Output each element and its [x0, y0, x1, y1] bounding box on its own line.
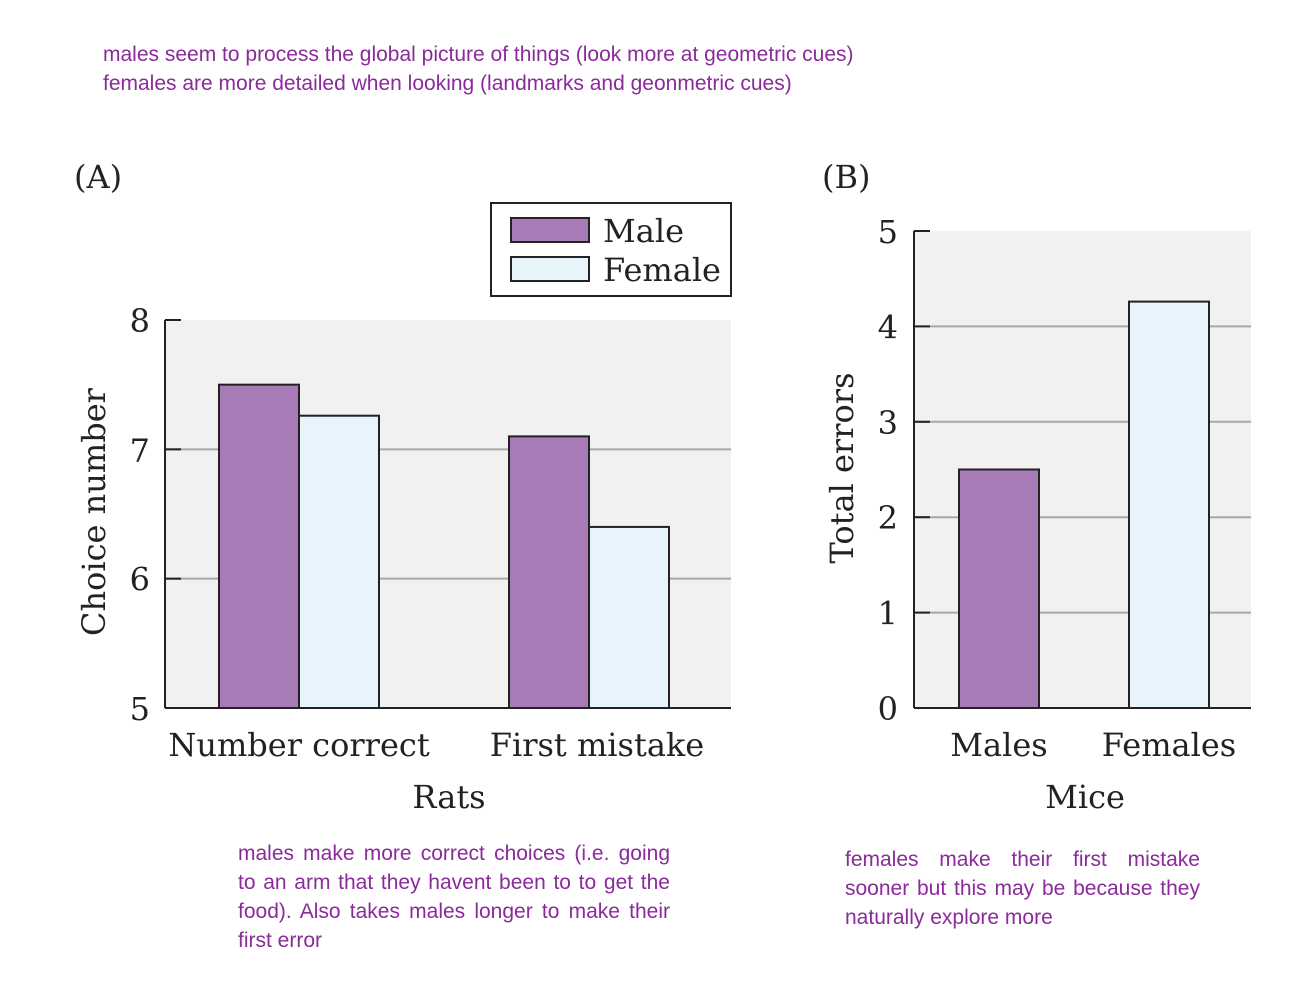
panel-b-x-ticks: Males Females [950, 726, 1236, 764]
bar-male [218, 383, 300, 709]
y-tick-label: 5 [878, 213, 898, 251]
panel-a-label: (A) [74, 158, 122, 196]
x-tick-label: Males [950, 726, 1047, 764]
y-tick-label: 2 [878, 499, 898, 537]
panel-b-label: (B) [822, 158, 870, 196]
legend: Male Female [490, 202, 732, 297]
x-tick-label: Females [1102, 726, 1236, 764]
y-tick-label: 1 [878, 595, 898, 633]
panel-a-axes [164, 320, 731, 709]
panel-a-y-ticks: 5 6 7 8 [130, 302, 181, 728]
panel-a-x-ticks: Number correct First mistake [168, 726, 704, 764]
y-tick-label: 0 [878, 690, 898, 728]
y-tick-label: 4 [878, 308, 898, 346]
legend-female-label: Female [603, 251, 721, 289]
panel-b-bars [958, 300, 1210, 709]
y-tick-label: 7 [130, 431, 150, 469]
y-tick-label: 3 [878, 404, 898, 442]
bar-female [298, 414, 380, 709]
y-tick-label: 6 [130, 561, 150, 599]
x-tick-label: Number correct [168, 726, 429, 764]
panel-a-annotation: males make more correct choices (i.e. go… [238, 842, 670, 952]
bar-female [588, 525, 670, 710]
panel-b-x-axis-label: Mice [1045, 778, 1125, 816]
panel-a-x-axis-label: Rats [412, 778, 485, 816]
panel-a-y-axis-label: Choice number [75, 387, 113, 636]
panel-b-axes [913, 231, 1251, 709]
bar-males [958, 468, 1040, 709]
legend-male-swatch [510, 217, 590, 243]
legend-male-label: Male [603, 212, 684, 250]
legend-female-swatch [510, 256, 590, 282]
x-tick-label: First mistake [490, 726, 704, 764]
y-tick-label: 5 [130, 690, 150, 728]
top-annotation-line: males seem to process the global picture… [103, 43, 854, 66]
panel-b: (B) 0 1 2 3 4 5 Males Females Mice Total error… [822, 158, 1251, 816]
bar-male [508, 435, 590, 709]
panel-b-annotation: females make their first mistake sooner … [845, 848, 1200, 929]
panel-a: (A) 5 6 7 8 Number correct First mistake Rat… [74, 158, 732, 816]
top-annotation-line: females are more detailed when looking (… [103, 72, 792, 95]
panel-b-y-axis-label: Total errors [823, 373, 861, 564]
panel-b-y-ticks: 0 1 2 3 4 5 [878, 213, 930, 728]
panel-a-bars [218, 383, 670, 710]
y-tick-label: 8 [130, 302, 150, 340]
top-annotation: males seem to process the global picture… [103, 40, 1103, 98]
bar-females [1128, 300, 1210, 709]
